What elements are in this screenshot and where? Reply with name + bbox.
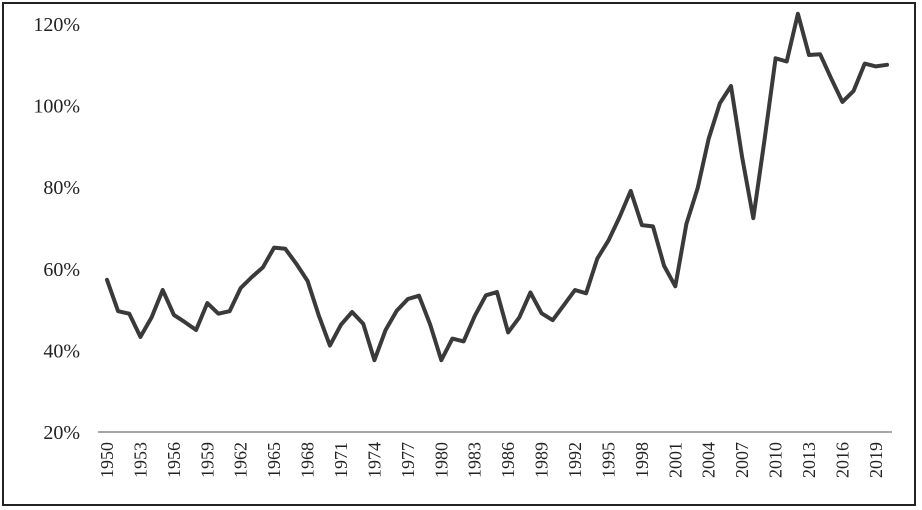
x-tick-label: 1992 (565, 442, 585, 478)
chart-frame (2, 2, 916, 506)
x-tick-label: 1980 (431, 442, 451, 478)
x-tick-labels: 1950 1953 1956 1959 1962 1965 1968 1971 1974 1977… (97, 442, 886, 478)
x-tick-label: 2010 (766, 442, 786, 478)
x-tick-label: 2019 (866, 442, 886, 478)
x-tick-label: 1965 (264, 442, 284, 478)
x-tick-label: 1974 (364, 442, 384, 478)
x-tick-label: 2016 (832, 442, 852, 478)
x-tick-label: 2001 (665, 442, 685, 478)
x-tick-label: 1977 (398, 442, 418, 478)
x-tick-label: 1959 (197, 442, 217, 478)
y-tick-label: 40% (43, 340, 80, 362)
x-tick-label: 1995 (598, 442, 618, 478)
x-tick-label: 1983 (465, 442, 485, 478)
x-tick-label: 1950 (97, 442, 117, 478)
y-tick-label: 20% (43, 422, 80, 444)
y-tick-label: 100% (33, 96, 80, 118)
x-tick-label: 2013 (799, 442, 819, 478)
x-tick-label: 1962 (231, 442, 251, 478)
x-tick-label: 1998 (632, 442, 652, 478)
series-line (105, 11, 889, 363)
x-tick-label: 1953 (130, 442, 150, 478)
x-tick-label: 1968 (298, 442, 318, 478)
y-tick-label: 60% (43, 259, 80, 281)
y-tick-label: 80% (43, 177, 80, 199)
x-tick-label: 1956 (164, 442, 184, 478)
x-tick-label: 1971 (331, 442, 351, 478)
x-tick-label: 1989 (532, 442, 552, 478)
x-tick-label: 1986 (498, 442, 518, 478)
y-tick-labels: 20% 40% 60% 80% 100% 120% (33, 14, 80, 444)
y-tick-label: 120% (33, 14, 80, 36)
x-tick-label: 2007 (732, 442, 752, 478)
x-tick-label: 2004 (699, 442, 719, 478)
